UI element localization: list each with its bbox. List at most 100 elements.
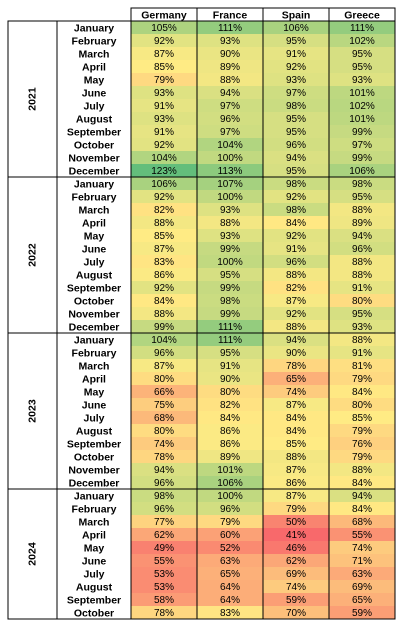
cell-value: 100% — [217, 257, 243, 268]
heatmap-cell — [263, 281, 329, 294]
heatmap-cell — [263, 242, 329, 255]
heatmap-cell — [197, 580, 263, 593]
heatmap-cell — [197, 47, 263, 60]
cell-value: 74% — [352, 543, 372, 554]
heatmap-cell — [329, 294, 395, 307]
cell-value: 113% — [218, 166, 243, 177]
cell-value: 96% — [286, 257, 306, 268]
cell-value: 79% — [352, 426, 372, 437]
cell-value: 95% — [220, 270, 240, 281]
month-label: February — [72, 36, 117, 48]
cell-value: 87% — [286, 491, 306, 502]
cell-value: 78% — [154, 452, 174, 463]
cell-value: 84% — [286, 413, 306, 424]
cell-value: 99% — [154, 322, 174, 333]
cell-value: 41% — [286, 530, 306, 541]
cell-value: 80% — [352, 400, 372, 411]
heatmap-cell — [263, 333, 329, 346]
heatmap-cell — [329, 502, 395, 515]
heatmap-cell — [329, 424, 395, 437]
heatmap-cell — [263, 112, 329, 125]
cell-value: 86% — [286, 478, 306, 489]
cell-value: 84% — [352, 478, 372, 489]
heatmap-cell — [263, 476, 329, 489]
heatmap-cell — [197, 528, 263, 541]
heatmap-cell — [197, 320, 263, 333]
cell-value: 84% — [352, 504, 372, 515]
heatmap-cell — [329, 554, 395, 567]
heatmap-cell — [197, 333, 263, 346]
cell-value: 96% — [220, 114, 240, 125]
cell-value: 75% — [154, 400, 174, 411]
month-label: May — [84, 543, 105, 555]
month-label: August — [76, 270, 113, 282]
column-header: Spain — [282, 10, 311, 22]
cell-value: 104% — [151, 153, 177, 164]
heatmap-cell — [263, 411, 329, 424]
month-label: March — [79, 361, 110, 373]
heatmap-cell — [131, 489, 197, 502]
month-label: July — [83, 413, 104, 425]
cell-value: 79% — [352, 374, 372, 385]
heatmap-cell — [197, 21, 263, 34]
heatmap-cell — [329, 34, 395, 47]
cell-value: 105% — [151, 23, 177, 34]
month-label: April — [82, 62, 106, 74]
heatmap-cell — [197, 255, 263, 268]
cell-value: 94% — [352, 491, 372, 502]
cell-value: 92% — [154, 283, 174, 294]
cell-value: 88% — [154, 218, 174, 229]
cell-value: 87% — [154, 244, 174, 255]
cell-value: 111% — [218, 322, 242, 333]
cell-value: 98% — [220, 296, 240, 307]
cell-value: 88% — [286, 270, 306, 281]
cell-value: 107% — [217, 179, 243, 190]
cell-value: 99% — [220, 309, 240, 320]
heatmap-cell — [329, 21, 395, 34]
cell-value: 88% — [352, 335, 372, 346]
column-header: France — [213, 10, 248, 22]
month-label: August — [76, 426, 113, 438]
cell-value: 91% — [352, 283, 372, 294]
heatmap-cell — [263, 47, 329, 60]
cell-value: 69% — [352, 582, 372, 593]
month-label: October — [74, 296, 114, 308]
heatmap-cell — [131, 372, 197, 385]
month-label: July — [83, 569, 104, 581]
cell-value: 71% — [352, 556, 372, 567]
heatmap-cell — [131, 580, 197, 593]
month-label: September — [67, 283, 121, 295]
heatmap-cell — [263, 229, 329, 242]
cell-value: 87% — [154, 49, 174, 60]
cell-value: 104% — [217, 140, 243, 151]
heatmap-cell — [197, 372, 263, 385]
month-label: April — [82, 530, 106, 542]
heatmap-cell — [131, 281, 197, 294]
cell-value: 68% — [352, 517, 372, 528]
heatmap-cell — [197, 307, 263, 320]
month-label: January — [74, 179, 114, 191]
cell-value: 123% — [151, 166, 177, 177]
heatmap-cell — [263, 203, 329, 216]
heatmap-cell — [329, 528, 395, 541]
cell-value: 96% — [154, 348, 174, 359]
cell-value: 85% — [352, 413, 372, 424]
heatmap-cell — [131, 320, 197, 333]
heatmap-cell — [131, 164, 197, 177]
cell-value: 86% — [220, 426, 240, 437]
cell-value: 84% — [286, 218, 306, 229]
cell-value: 87% — [286, 465, 306, 476]
cell-value: 53% — [154, 569, 174, 580]
heatmap-cell — [197, 476, 263, 489]
cell-value: 94% — [286, 335, 306, 346]
cell-value: 65% — [352, 595, 372, 606]
heatmap-cell — [131, 359, 197, 372]
heatmap-cell — [131, 398, 197, 411]
cell-value: 89% — [220, 452, 240, 463]
heatmap-cell — [329, 307, 395, 320]
cell-value: 82% — [286, 283, 306, 294]
heatmap-cell — [197, 424, 263, 437]
cell-value: 95% — [286, 114, 306, 125]
year-label: 2024 — [26, 542, 38, 566]
cell-value: 93% — [154, 88, 174, 99]
